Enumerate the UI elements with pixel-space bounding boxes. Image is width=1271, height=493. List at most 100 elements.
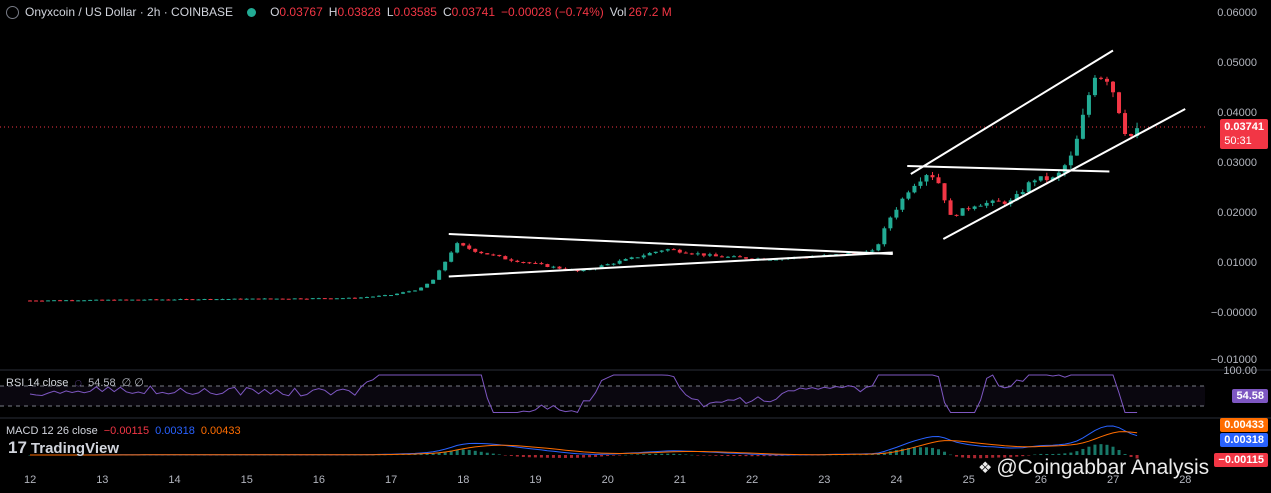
macd-hist-bar bbox=[774, 455, 778, 457]
macd-hist-bar bbox=[924, 447, 928, 455]
rsi-pane bbox=[0, 369, 1271, 413]
macd-hist-bar bbox=[906, 447, 910, 455]
candle-body bbox=[1086, 95, 1091, 115]
macd-hist-bar bbox=[1111, 446, 1115, 455]
macd-hist-bar bbox=[1129, 455, 1133, 457]
candle-body bbox=[431, 279, 436, 284]
candle-body bbox=[1068, 155, 1073, 166]
macd-hist-bar bbox=[491, 453, 495, 455]
macd-hist-bar bbox=[720, 455, 724, 456]
macd-hist-bar bbox=[461, 449, 465, 455]
candle-body bbox=[328, 298, 333, 300]
macd-signal-line bbox=[30, 431, 1138, 456]
macd-hist-bar bbox=[329, 455, 333, 456]
macd-hist-bar bbox=[985, 455, 989, 459]
macd-hist-bar bbox=[762, 455, 766, 457]
candle-body bbox=[274, 298, 279, 300]
candle-body bbox=[52, 300, 57, 302]
macd-hist-bar bbox=[967, 455, 971, 459]
macd-hist-bar bbox=[858, 454, 862, 456]
candle-body bbox=[948, 200, 953, 215]
market-status-icon bbox=[247, 7, 257, 17]
macd-hist-bar bbox=[317, 454, 321, 456]
candle-body bbox=[930, 175, 935, 178]
macd-hist-bar bbox=[341, 454, 345, 456]
macd-hist-bar bbox=[576, 455, 580, 458]
candle-body bbox=[112, 299, 117, 301]
candle-body bbox=[888, 217, 893, 229]
ohlc-high: H0.03828 bbox=[328, 5, 381, 19]
candle-body bbox=[1020, 192, 1025, 195]
x-tick-label: 22 bbox=[746, 474, 759, 486]
macd-hist-bar bbox=[1051, 453, 1055, 455]
symbol-title[interactable]: Onyxcoin / US Dollar · 2h · COINBASE bbox=[25, 5, 234, 19]
macd-hist-bar bbox=[335, 455, 339, 456]
macd-hist-bar bbox=[347, 454, 351, 456]
candle-body bbox=[497, 254, 502, 257]
candle-body bbox=[467, 245, 472, 249]
candle-body bbox=[876, 244, 881, 251]
macd-hist-bar bbox=[1009, 455, 1013, 458]
rsi-legend[interactable]: RSI 14 close ◌ 54.58 ∅ ∅ bbox=[6, 375, 144, 390]
macd-hist-bar bbox=[955, 455, 959, 457]
macd-hist-bar bbox=[642, 454, 646, 455]
macd-hist-bar bbox=[263, 454, 267, 456]
candle-body bbox=[214, 299, 219, 301]
candle-body bbox=[984, 202, 989, 206]
macd-hist-bar bbox=[630, 454, 634, 456]
rsi-value: 54.58 bbox=[88, 376, 116, 389]
candle-body bbox=[376, 295, 381, 297]
macd-hist-bar bbox=[618, 455, 622, 456]
candle-body bbox=[713, 254, 718, 257]
chart-header: Onyxcoin / US Dollar · 2h · COINBASE O0.… bbox=[6, 3, 672, 21]
candle-body bbox=[743, 257, 748, 259]
candle-body bbox=[641, 255, 646, 258]
rsi-loading-icon: ◌ bbox=[74, 375, 83, 390]
macd-hist-bar bbox=[419, 454, 423, 455]
macd-hist-bar bbox=[648, 453, 652, 455]
macd-hist-bar bbox=[732, 455, 736, 457]
macd-hist-bar bbox=[1021, 455, 1025, 457]
ohlc-open: O0.03767 bbox=[270, 5, 323, 19]
macd-hist-bar bbox=[714, 455, 718, 456]
candle-body bbox=[382, 295, 387, 297]
candle-body bbox=[1056, 172, 1061, 178]
candle-body bbox=[900, 198, 905, 210]
candle-body bbox=[58, 300, 63, 302]
ohlc-close: C0.03741 bbox=[442, 5, 495, 19]
macd-hist-bar bbox=[1063, 453, 1067, 455]
x-tick-label: 24 bbox=[890, 474, 903, 486]
macd-hist-bar bbox=[1105, 444, 1109, 455]
macd-hist-bar bbox=[1087, 446, 1091, 455]
candle-body bbox=[990, 200, 995, 203]
candle-body bbox=[731, 256, 736, 258]
macd-hist-bar bbox=[287, 455, 291, 456]
x-tick-label: 23 bbox=[818, 474, 831, 486]
candle-body bbox=[94, 299, 99, 301]
tradingview-logo[interactable]: 17 TradingView bbox=[8, 438, 119, 458]
candle-body bbox=[413, 290, 418, 292]
candle-body bbox=[707, 254, 712, 256]
macd-hist-bar bbox=[473, 450, 477, 455]
candle-body bbox=[1092, 77, 1097, 96]
macd-hist-bar bbox=[943, 451, 947, 455]
candle-body bbox=[521, 262, 526, 264]
candle-body bbox=[298, 298, 303, 300]
candle-body bbox=[28, 300, 32, 302]
tradingview-name: TradingView bbox=[30, 439, 120, 457]
macd-hist-bar bbox=[479, 451, 483, 455]
x-tick-label: 27 bbox=[1107, 474, 1120, 486]
macd-hist-bar bbox=[672, 453, 676, 455]
candle-body bbox=[100, 299, 105, 301]
y-tick-label: 0.01000 bbox=[1217, 257, 1257, 269]
candle-body bbox=[635, 257, 640, 259]
macd-hist-bar bbox=[606, 455, 610, 457]
candle-body bbox=[954, 214, 959, 216]
macd-hist-bar bbox=[816, 455, 820, 456]
candle-body bbox=[1123, 113, 1128, 135]
macd-hist-bar bbox=[690, 454, 694, 456]
candle-body bbox=[364, 297, 369, 299]
candle-body bbox=[1129, 134, 1134, 136]
macd-legend[interactable]: MACD 12 26 close −0.00115 0.00318 0.0043… bbox=[6, 425, 241, 437]
